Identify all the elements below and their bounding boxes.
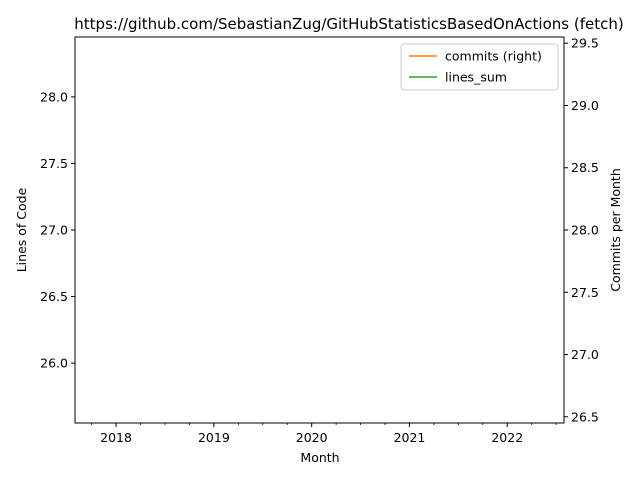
right-axis-tick-label: 27.5: [571, 285, 599, 300]
y2-axis-label: Commits per Month: [608, 168, 623, 292]
right-axis-tick-label: 28.5: [571, 160, 599, 175]
y-axis-label: Lines of Code: [14, 187, 29, 272]
x-axis-tick-label: 2019: [198, 430, 230, 445]
x-axis-tick-label: 2018: [100, 430, 132, 445]
left-axis-tick-label: 27.5: [40, 156, 68, 171]
plot-frame: [74, 36, 565, 424]
x-axis-tick-label: 2021: [394, 430, 426, 445]
legend-label-lines-sum: lines_sum: [445, 70, 507, 85]
left-axis-tick-label: 28.0: [40, 89, 68, 104]
x-axis-ticks: 2018 2019 2020 2021 2022: [91, 423, 557, 445]
right-axis-tick-label: 29.0: [571, 98, 599, 113]
legend-label-commits: commits (right): [445, 49, 542, 64]
right-axis-tick-label: 29.5: [571, 36, 599, 51]
legend: commits (right) lines_sum: [400, 43, 559, 91]
right-axis-tick-label: 26.5: [571, 409, 599, 424]
left-axis-tick-label: 26.5: [40, 289, 68, 304]
x-axis-label: Month: [300, 450, 339, 465]
chart-title: https://github.com/SebastianZug/GitHubSt…: [74, 15, 623, 33]
right-axis-ticks: 26.5 27.0 27.5 28.0 28.5 29.0 29.5: [564, 36, 599, 424]
x-axis-tick-label: 2020: [296, 430, 328, 445]
right-axis-tick-label: 27.0: [571, 347, 599, 362]
legend-box: [400, 43, 559, 91]
left-axis-ticks: 26.0 26.5 27.0 27.5 28.0: [40, 89, 75, 371]
left-axis-tick-label: 27.0: [40, 223, 68, 238]
left-axis-tick-label: 26.0: [40, 356, 68, 371]
right-axis-tick-label: 28.0: [571, 223, 599, 238]
x-axis-tick-label: 2022: [491, 430, 523, 445]
